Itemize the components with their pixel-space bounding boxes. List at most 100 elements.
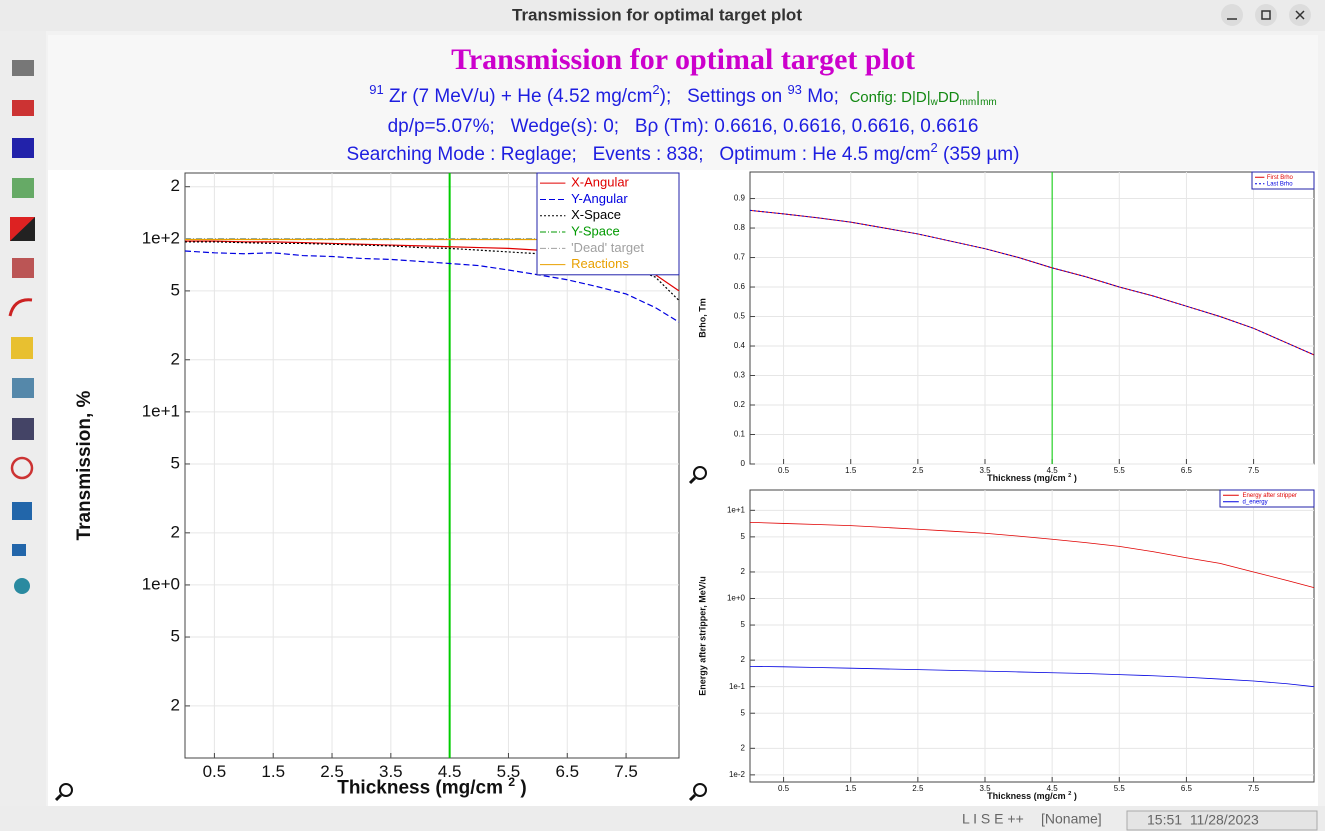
subscript: mm bbox=[960, 97, 977, 108]
y-tick-label: 1e-2 bbox=[729, 770, 746, 779]
status-time: 15:51 11/28/2023 bbox=[1147, 812, 1259, 828]
x-tick-label: 5.5 bbox=[1114, 784, 1126, 793]
x-tick-label: 6.5 bbox=[1181, 784, 1193, 793]
minimize-button[interactable] bbox=[1221, 4, 1243, 26]
zoom-button[interactable] bbox=[54, 783, 73, 802]
y-tick-label: 1e+1 bbox=[142, 401, 180, 420]
x-tick-label: 3.5 bbox=[979, 784, 991, 793]
x-tick-label: 0.5 bbox=[778, 466, 790, 475]
y-tick-label: 2 bbox=[171, 349, 180, 368]
toolbar-button[interactable] bbox=[12, 378, 34, 398]
legend-label: Y-Angular bbox=[571, 191, 628, 206]
x-tick-label: 6.5 bbox=[1181, 466, 1193, 475]
y-tick-label: 1e+0 bbox=[727, 594, 746, 603]
x-axis-label: Thickness (mg/cm 2 ) bbox=[987, 791, 1077, 801]
axis-label-text: ) bbox=[1071, 473, 1077, 483]
x-tick-label: 2.5 bbox=[912, 466, 924, 475]
toolbar-button[interactable] bbox=[8, 298, 33, 317]
toolbar-button[interactable] bbox=[11, 337, 33, 359]
x-tick-label: 3.5 bbox=[979, 466, 991, 475]
plot-area bbox=[749, 489, 1315, 783]
superscript: 2 bbox=[931, 140, 938, 155]
header-text: (359 µm) bbox=[938, 144, 1020, 165]
y-tick-label: 1e+1 bbox=[727, 505, 746, 514]
superscript: 2 bbox=[652, 82, 659, 97]
x-tick-label: 1.5 bbox=[845, 466, 857, 475]
y-tick-label: 2 bbox=[741, 655, 746, 664]
toolbar-button[interactable] bbox=[12, 258, 34, 278]
y-axis-label: Brho, Tm bbox=[697, 298, 707, 338]
series-line bbox=[749, 209, 1315, 356]
y-tick-label: 2 bbox=[171, 522, 180, 541]
status-bar bbox=[0, 806, 1325, 831]
y-tick-label: 0.8 bbox=[734, 223, 746, 232]
y-tick-label: 0.7 bbox=[734, 253, 746, 262]
header-line1: 91 Zr (7 MeV/u) + He (4.52 mg/cm2); Sett… bbox=[369, 82, 997, 108]
zoom-icons bbox=[54, 466, 707, 802]
legend-label: First Brho bbox=[1267, 175, 1294, 181]
y-tick-label: 0.3 bbox=[734, 371, 746, 380]
x-tick-label: 2.5 bbox=[912, 784, 924, 793]
zoom-button[interactable] bbox=[688, 466, 707, 485]
x-tick-label: 7.5 bbox=[1248, 784, 1260, 793]
y-tick-label: 2 bbox=[741, 567, 746, 576]
series-line bbox=[184, 250, 680, 323]
x-tick-label: 0.5 bbox=[203, 762, 227, 781]
legend-label: Last Brho bbox=[1267, 181, 1293, 187]
y-tick-label: 2 bbox=[171, 176, 180, 195]
y-tick-label: 0.2 bbox=[734, 400, 746, 409]
toolbar-button[interactable] bbox=[12, 418, 34, 440]
x-tick-label: 7.5 bbox=[1248, 466, 1260, 475]
legend-label: Energy after stripper bbox=[1243, 493, 1297, 499]
maximize-button[interactable] bbox=[1255, 4, 1277, 26]
x-tick-label: 3.5 bbox=[379, 762, 403, 781]
y-tick-label: 2 bbox=[171, 695, 180, 714]
toolbar-button[interactable] bbox=[10, 456, 34, 480]
toolbar-button[interactable] bbox=[12, 100, 34, 116]
window-title: Transmission for optimal target plot bbox=[512, 5, 802, 24]
toolbar-button[interactable] bbox=[12, 138, 34, 158]
x-tick-label: 4.5 bbox=[438, 762, 462, 781]
toolbar-button[interactable] bbox=[12, 544, 26, 556]
series-line bbox=[749, 665, 1315, 688]
y-tick-label: 1e+2 bbox=[142, 228, 180, 247]
header-text: Zr (7 MeV/u) + He (4.52 mg/cm bbox=[384, 86, 653, 107]
window-buttons bbox=[1221, 4, 1311, 26]
toolbar-icon-part bbox=[10, 217, 35, 241]
y-tick-label: 0.1 bbox=[734, 430, 746, 439]
y-tick-label: 0 bbox=[741, 459, 746, 468]
zoom-button[interactable] bbox=[688, 783, 707, 802]
title-bar bbox=[0, 0, 1325, 31]
config-text: | bbox=[976, 89, 980, 106]
toolbar-button[interactable] bbox=[12, 178, 34, 198]
x-axis-label: Thickness (mg/cm 2 ) bbox=[987, 473, 1077, 483]
maximize-glyph bbox=[1261, 10, 1271, 20]
x-tick-label: 5.5 bbox=[497, 762, 521, 781]
y-tick-label: 5 bbox=[741, 708, 746, 717]
superscript: 93 bbox=[787, 82, 801, 97]
toolbar-button[interactable] bbox=[12, 60, 34, 76]
status-file: [Noname] bbox=[1041, 811, 1102, 827]
status-time-box bbox=[1126, 810, 1318, 831]
y-axis-label: Transmission, % bbox=[74, 390, 95, 540]
x-tick-label: 0.5 bbox=[778, 784, 790, 793]
legend-box bbox=[1219, 489, 1315, 508]
axis-label-text: ) bbox=[1071, 791, 1077, 801]
legend-label: Reactions bbox=[571, 256, 629, 271]
config-text: DD bbox=[938, 89, 960, 106]
x-tick-label: 1.5 bbox=[845, 784, 857, 793]
y-tick-label: 5 bbox=[171, 453, 180, 472]
toolbar-button[interactable] bbox=[14, 578, 30, 594]
legend-label: d_energy bbox=[1243, 499, 1268, 505]
legend-label: Y-Space bbox=[571, 223, 620, 238]
x-tick-label: 1.5 bbox=[261, 762, 285, 781]
y-tick-label: 1e-1 bbox=[729, 682, 746, 691]
subscript: w bbox=[930, 97, 939, 108]
legend-label: 'Dead' target bbox=[571, 240, 644, 255]
toolbar-button[interactable] bbox=[12, 502, 32, 520]
axis-label-text: Thickness (mg/cm bbox=[987, 791, 1068, 801]
y-axis-label: Energy after stripper, MeV/u bbox=[697, 576, 707, 696]
x-tick-label: 4.5 bbox=[1047, 466, 1059, 475]
toolbar-icons bbox=[8, 60, 35, 594]
